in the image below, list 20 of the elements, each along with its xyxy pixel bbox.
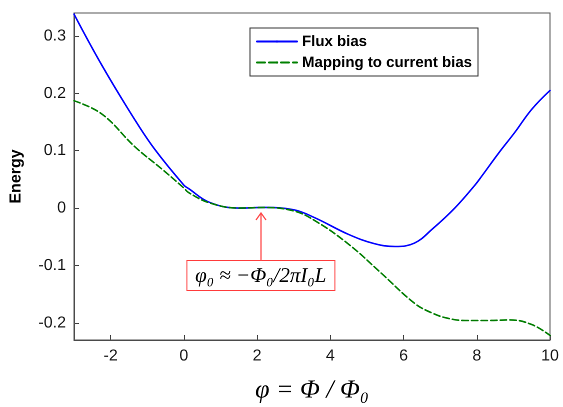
x-tick-label: 4 xyxy=(326,348,335,364)
y-tick-label: 0.2 xyxy=(44,84,66,102)
y-axis-title: Energy xyxy=(8,149,24,204)
y-tick-label: 0 xyxy=(57,200,66,217)
y-tick-label: 0.3 xyxy=(44,27,66,44)
y-tick-label: -0.2 xyxy=(38,314,66,332)
legend-label: Mapping to current bias xyxy=(302,54,472,71)
legend-label: Flux bias xyxy=(302,33,368,50)
line-series xyxy=(73,100,551,336)
x-tick-label: 8 xyxy=(472,348,482,364)
y-tick-label: 0.1 xyxy=(44,142,66,160)
y-tick-label: -0.1 xyxy=(38,256,66,274)
x-tick-label: 6 xyxy=(399,348,408,364)
annotation: φ₀ ≈ −Φ₀/2πI₀L xyxy=(186,260,336,292)
x-tick-label: -2 xyxy=(104,348,118,364)
line-series xyxy=(73,13,551,248)
x-tick-label: 2 xyxy=(252,348,262,364)
x-tick-label: 0 xyxy=(179,348,188,364)
x-axis-title: φ = Φ / Φ₀ xyxy=(255,374,369,404)
x-tick-label: 10 xyxy=(541,348,559,364)
